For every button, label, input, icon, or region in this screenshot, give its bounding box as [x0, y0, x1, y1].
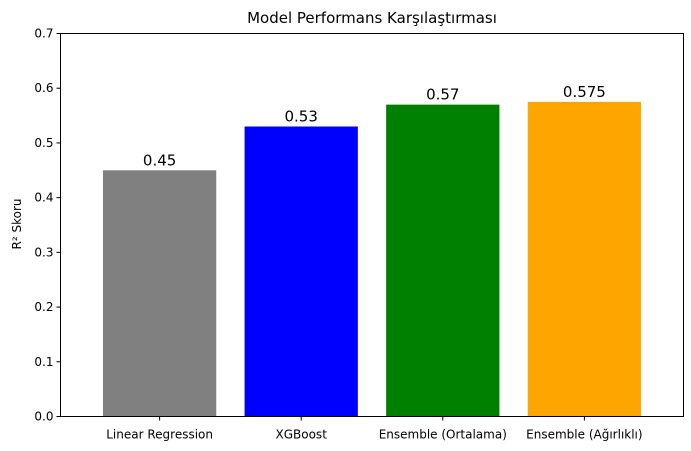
bar-value-label: 0.57	[426, 86, 459, 104]
y-tick-label: 0.7	[34, 27, 53, 41]
bar	[244, 126, 358, 417]
bar-value-label: 0.575	[563, 83, 606, 101]
y-tick-label: 0.3	[34, 245, 53, 259]
bar	[102, 170, 217, 417]
x-tick-label: XGBoost	[276, 428, 328, 442]
x-tick-label: Ensemble (Ağırlıklı)	[526, 428, 642, 442]
bars: 0.45 0.53 0.57 0.575	[102, 83, 642, 417]
x-tick-label: Ensemble (Ortalama)	[379, 428, 507, 442]
plot-frame	[60, 33, 684, 417]
chart-title: Model Performans Karşılaştırması	[247, 9, 497, 27]
x-axis: Linear Regression XGBoost Ensemble (Ortala…	[106, 416, 643, 442]
y-tick-label: 0.0	[34, 410, 53, 424]
y-tick-label: 0.6	[34, 81, 53, 95]
y-tick-label: 0.4	[34, 191, 53, 205]
y-tick-label: 0.2	[34, 300, 53, 314]
bar-value-label: 0.53	[285, 108, 318, 126]
y-tick-label: 0.1	[34, 355, 53, 369]
bar	[386, 104, 500, 417]
y-tick-label: 0.5	[34, 136, 53, 150]
y-axis-label: R² Skoru	[10, 199, 24, 250]
x-tick-label: Linear Regression	[106, 428, 213, 442]
y-axis: 0.0 0.1 0.2 0.3 0.4 0.5 0.6 0.7	[34, 27, 61, 424]
bar	[527, 101, 642, 417]
bar-value-label: 0.45	[143, 151, 176, 169]
